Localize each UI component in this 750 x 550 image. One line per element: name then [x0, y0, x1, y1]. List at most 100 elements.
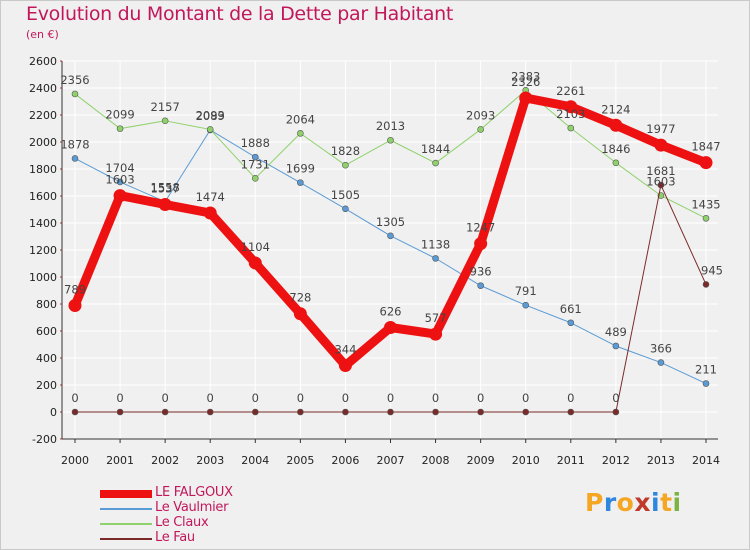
data-label-le-falgoux: 1847 [691, 140, 720, 154]
chart-subtitle: (en €) [26, 28, 59, 41]
data-label-le-claux: 1435 [691, 197, 720, 211]
brand-letter: r [603, 488, 617, 517]
data-point-le-claux [297, 130, 304, 137]
data-point-le-vaulmier [342, 205, 349, 213]
data-label-le-claux: 2383 [511, 69, 540, 83]
data-point-le-falgoux [699, 156, 713, 170]
data-point-le-vaulmier [702, 380, 710, 387]
series-layer [68, 86, 713, 416]
data-point-le-fau [477, 408, 484, 416]
x-tick-label: 2014 [692, 454, 720, 467]
data-point-le-vaulmier [71, 155, 79, 162]
data-label-le-vaulmier: 1505 [331, 188, 360, 202]
data-point-le-vaulmier [657, 359, 665, 366]
x-tick-label: 2007 [377, 454, 405, 467]
x-tick-label: 2012 [602, 454, 630, 467]
data-point-le-fau [342, 408, 349, 416]
data-point-le-vaulmier [432, 255, 439, 262]
legend-label-le-claux: Le Claux [155, 515, 209, 530]
data-point-le-fau [657, 181, 665, 189]
brand-letter: t [660, 488, 673, 517]
data-point-le-fau [432, 408, 439, 416]
data-label-le-claux: 1731 [241, 157, 270, 171]
data-point-le-vaulmier [612, 342, 620, 350]
data-point-le-claux [387, 136, 394, 144]
data-label-le-claux: 2064 [286, 112, 315, 126]
data-label-le-fau: 0 [522, 391, 529, 405]
legend-swatch-le-falgoux [100, 490, 152, 498]
y-tick-label: 1800 [29, 163, 57, 176]
data-label-le-claux: 1603 [646, 175, 675, 189]
x-tick-label: 2013 [647, 454, 675, 467]
data-label-le-fau: 0 [297, 391, 304, 405]
y-tick-label: 1600 [29, 190, 57, 203]
brand-letter: o [616, 488, 635, 517]
data-point-le-fau [71, 408, 79, 416]
data-label-le-falgoux: 344 [334, 343, 356, 357]
data-point-le-vaulmier [297, 179, 304, 186]
data-point-le-falgoux [248, 256, 262, 270]
data-label-le-falgoux: 1104 [241, 240, 270, 254]
y-tick-label: -200 [32, 433, 57, 446]
data-label-le-falgoux: 1603 [105, 173, 134, 187]
data-point-le-fau [206, 408, 214, 416]
data-point-le-claux [477, 126, 484, 133]
brand-letter: x [634, 488, 651, 517]
data-label-le-claux: 2099 [105, 108, 134, 122]
x-tick-label: 2008 [422, 454, 450, 467]
data-point-le-fau [702, 281, 710, 288]
data-point-le-falgoux [384, 320, 397, 334]
data-label-le-falgoux: 2261 [556, 84, 585, 98]
data-point-le-fau [297, 408, 304, 416]
legend-swatch-le-fau [100, 538, 152, 540]
y-tick-label: 2200 [29, 109, 57, 122]
data-label-le-claux: 2093 [196, 108, 225, 122]
x-tick-label: 2011 [557, 454, 585, 467]
data-label-le-claux: 2356 [60, 73, 89, 87]
y-tick-label: 400 [36, 352, 57, 365]
data-point-le-falgoux [68, 298, 82, 312]
data-point-le-claux [567, 124, 575, 132]
legend-swatch-le-vaulmier [100, 508, 152, 510]
y-tick-label: 1000 [29, 271, 57, 284]
data-point-le-vaulmier [251, 153, 259, 161]
data-label-le-falgoux: 1977 [646, 122, 675, 136]
data-point-le-claux [206, 126, 214, 133]
data-point-le-falgoux [113, 189, 127, 203]
x-tick-label: 2002 [151, 454, 179, 467]
data-label-le-vaulmier: 936 [470, 265, 492, 279]
data-label-le-fau: 0 [612, 391, 619, 405]
data-point-le-falgoux [609, 118, 623, 132]
data-point-le-vaulmier [116, 178, 124, 186]
data-point-le-fau [612, 408, 620, 416]
data-label-le-claux: 2013 [376, 119, 405, 133]
y-tick-label: 600 [36, 325, 57, 338]
data-label-le-fau: 0 [432, 391, 439, 405]
data-point-le-claux [612, 159, 620, 167]
data-point-le-falgoux [654, 138, 668, 152]
data-point-le-falgoux [158, 198, 172, 212]
data-point-le-falgoux [203, 206, 217, 220]
data-point-le-fau [567, 408, 575, 416]
data-label-le-vaulmier: 791 [515, 284, 537, 298]
x-tick-label: 2006 [331, 454, 359, 467]
data-label-le-vaulmier: 1138 [421, 237, 450, 251]
y-tick-label: 0 [50, 406, 57, 419]
data-label-le-falgoux: 2326 [511, 75, 540, 89]
y-tick-label: 800 [36, 298, 57, 311]
data-label-le-vaulmier: 661 [560, 302, 582, 316]
data-label-le-falgoux: 728 [289, 291, 311, 305]
x-tick-label: 2001 [106, 454, 134, 467]
data-label-le-falgoux: 2124 [601, 102, 630, 116]
y-tick-label: 1400 [29, 217, 57, 230]
data-label-le-vaulmier: 1704 [105, 161, 134, 175]
data-label-le-falgoux: 789 [64, 282, 86, 296]
data-label-le-vaulmier: 1888 [241, 136, 270, 150]
data-label-le-vaulmier: 1305 [376, 215, 405, 229]
data-label-le-vaulmier: 489 [605, 325, 627, 339]
y-tick-label: 2400 [29, 82, 57, 95]
data-label-le-fau: 0 [252, 391, 259, 405]
brand-letter: i [651, 488, 661, 517]
